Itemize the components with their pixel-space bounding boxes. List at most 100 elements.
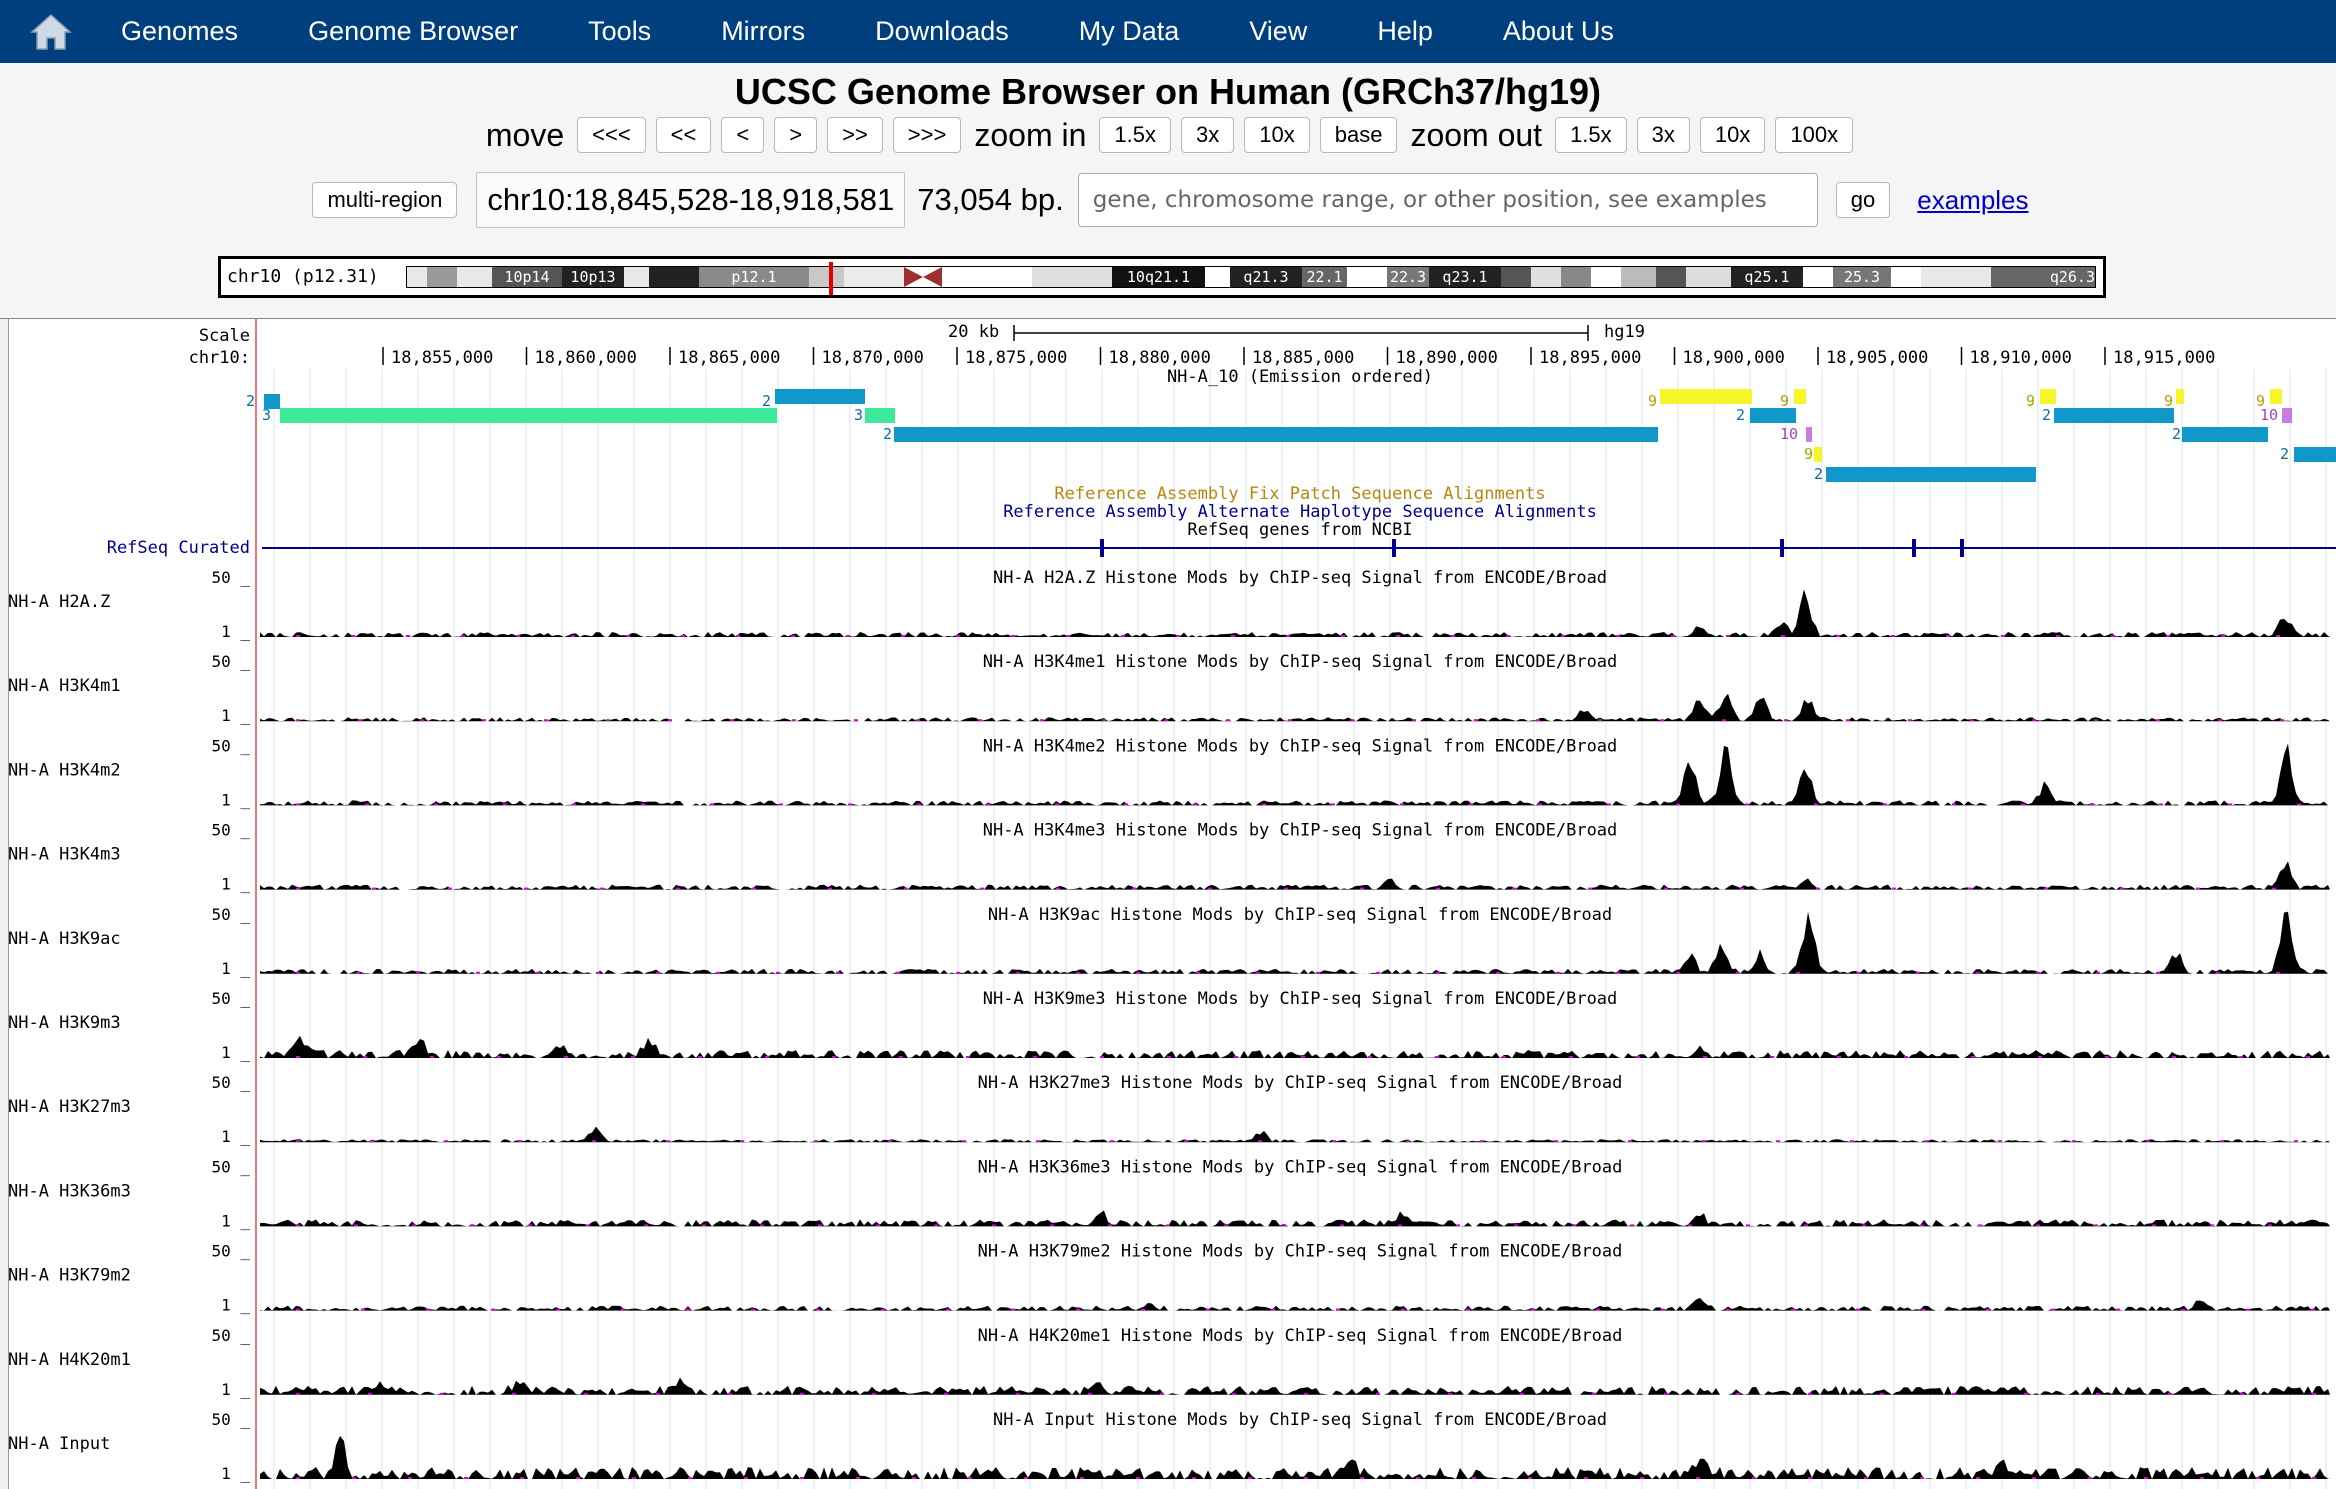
signal-gap-mark — [740, 1140, 744, 1143]
signal-track-title: NH-A H3K27me3 Histone Mods by ChIP-seq S… — [978, 1073, 1623, 1093]
move-slight-right-button[interactable]: > — [774, 117, 818, 153]
signal-gap-mark — [621, 1308, 625, 1311]
nav-my-data[interactable]: My Data — [1078, 16, 1180, 46]
signal-wiggle — [260, 911, 2330, 974]
signal-gap-mark — [1512, 887, 1516, 890]
signal-gap-mark — [1184, 1140, 1188, 1143]
signal-gap-mark — [1808, 1477, 1812, 1479]
chromosome-ideogram[interactable]: chr10 (p12.31) 10p14 10p13 p12.1 10q21.1… — [218, 256, 2106, 298]
zoom-out-100x-button[interactable]: 100x — [1775, 117, 1854, 153]
signal-track-title: NH-A H2A.Z Histone Mods by ChIP-seq Sign… — [993, 568, 1607, 588]
zoom-in-1-5x-button[interactable]: 1.5x — [1099, 117, 1171, 153]
home-icon[interactable] — [16, 0, 86, 63]
refseq-exon — [1392, 539, 1396, 557]
signal-gap-mark — [1496, 971, 1500, 974]
band — [1032, 267, 1112, 287]
signal-gap-mark — [365, 803, 369, 806]
signal-gap-mark — [1920, 1224, 1924, 1227]
signal-gap-mark — [296, 1392, 300, 1395]
zoom-in-3x-button[interactable]: 3x — [1180, 117, 1235, 153]
band — [1621, 267, 1656, 287]
signal-gap-mark — [2294, 1140, 2298, 1143]
signal-gap-mark — [1226, 719, 1230, 722]
signal-gap-mark — [816, 1308, 820, 1311]
zoom-in-10x-button[interactable]: 10x — [1244, 117, 1310, 153]
signal-scale-max: 50 _ — [211, 905, 250, 924]
nav-downloads[interactable]: Downloads — [875, 16, 1009, 46]
signal-gap-mark — [2094, 719, 2098, 722]
signal-gap-mark — [1572, 1224, 1576, 1227]
signal-gap-mark — [1331, 803, 1335, 806]
signal-gap-mark — [1856, 1308, 1860, 1311]
signal-gap-mark — [1726, 635, 1730, 637]
examples-link[interactable]: examples — [1917, 184, 2029, 215]
signal-gap-mark — [1745, 803, 1749, 806]
signal-gap-mark — [372, 887, 376, 890]
signal-gap-mark — [1671, 635, 1675, 637]
zoom-out-1-5x-button[interactable]: 1.5x — [1555, 117, 1627, 153]
signal-gap-mark — [2276, 635, 2280, 637]
multi-region-button[interactable]: multi-region — [312, 182, 458, 218]
nav-help[interactable]: Help — [1377, 16, 1433, 46]
signal-gap-mark — [1837, 1056, 1841, 1058]
signal-gap-mark — [2032, 1477, 2036, 1479]
track-drag-rail[interactable] — [0, 319, 9, 1489]
move-left-button[interactable]: << — [655, 117, 712, 153]
chromhmm-segment — [2182, 427, 2268, 442]
signal-gap-mark — [1814, 803, 1818, 806]
signal-gap-mark — [600, 887, 604, 890]
nav-genome-browser[interactable]: Genome Browser — [308, 16, 519, 46]
navigation-row: move <<< << < > >> >>> zoom in 1.5x 3x 1… — [0, 115, 2336, 155]
signal-gap-mark — [420, 719, 424, 722]
signal-gap-mark — [2152, 1224, 2156, 1227]
signal-gap-mark — [744, 1477, 748, 1479]
move-far-left-button[interactable]: <<< — [577, 117, 646, 153]
nav-view[interactable]: View — [1249, 16, 1308, 46]
signal-track-label: NH-A H3K4m1 — [8, 676, 121, 696]
signal-gap-mark — [564, 1056, 568, 1058]
move-far-right-button[interactable]: >>> — [892, 117, 962, 153]
band — [809, 267, 844, 287]
signal-gap-mark — [1556, 971, 1560, 974]
signal-gap-mark — [1076, 1308, 1080, 1311]
signal-gap-mark — [368, 1392, 372, 1395]
go-button[interactable]: go — [1835, 182, 1891, 218]
nav-genomes[interactable]: Genomes — [121, 16, 239, 46]
nav-tools[interactable]: Tools — [588, 16, 652, 46]
signal-gap-mark — [1616, 635, 1620, 637]
signal-gap-mark — [1702, 1140, 1706, 1143]
nav-about-us[interactable]: About Us — [1502, 16, 1614, 46]
move-slight-left-button[interactable]: < — [721, 117, 765, 153]
signal-gap-mark — [2218, 719, 2222, 722]
signal-gap-mark — [1055, 803, 1059, 806]
signal-gap-mark — [584, 1392, 588, 1395]
track-image-panel[interactable]: Scale chr10: 20 kb hg19 18,855,000 18,860,000… — [0, 318, 2336, 1489]
signal-gap-mark — [1607, 803, 1611, 806]
chromhmm-segment — [2294, 447, 2336, 462]
zoom-base-button[interactable]: base — [1319, 117, 1398, 153]
signal-gap-mark — [1231, 635, 1235, 637]
signal-gap-mark — [1916, 971, 1920, 974]
signal-gap-mark — [846, 635, 850, 637]
signal-gap-mark — [1640, 1477, 1644, 1479]
position-search-input[interactable] — [1077, 173, 1818, 227]
move-right-button[interactable]: >> — [827, 117, 883, 153]
signal-scale-min: 1 _ — [221, 875, 250, 894]
signal-track-label: NH-A H4K20m1 — [8, 1350, 131, 1370]
nav-mirrors[interactable]: Mirrors — [721, 16, 806, 46]
chromhmm-segment — [1814, 447, 1822, 462]
signal-gap-mark — [1862, 1224, 1866, 1227]
signal-gap-mark — [980, 887, 984, 890]
zoom-out-3x-button[interactable]: 3x — [1636, 117, 1690, 153]
assembly-label: hg19 — [1604, 322, 1645, 342]
chromhmm-segment — [1660, 389, 1752, 404]
signal-track-label: NH-A H3K4m3 — [8, 845, 121, 865]
signal-wiggle — [260, 1377, 2330, 1395]
zoom-out-10x-button[interactable]: 10x — [1699, 117, 1766, 153]
signal-gap-mark — [1520, 1392, 1524, 1395]
signal-gap-mark — [854, 719, 858, 722]
signal-gap-mark — [710, 803, 714, 806]
signal-gap-mark — [2036, 971, 2040, 974]
signal-gap-mark — [408, 1477, 412, 1479]
